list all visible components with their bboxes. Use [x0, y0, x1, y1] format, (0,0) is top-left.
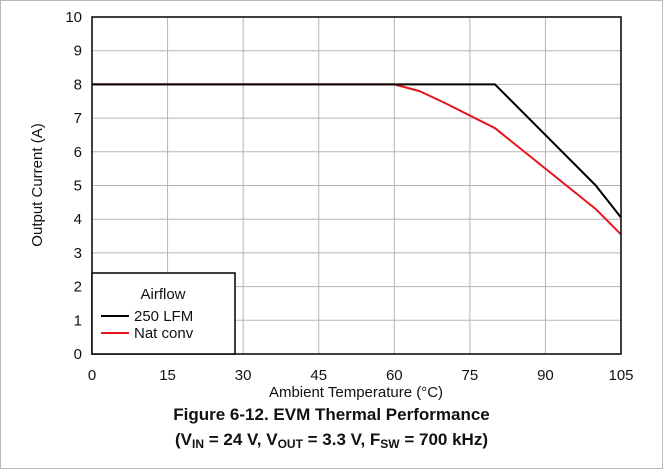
series-line-nat-conv	[92, 83, 622, 236]
y-tick-label: 3	[74, 245, 82, 262]
series-line-250-lfm	[92, 83, 622, 219]
x-axis-label: Ambient Temperature (°C)	[269, 384, 443, 400]
y-tick-label: 9	[74, 43, 82, 60]
y-tick-label: 2	[74, 279, 82, 296]
legend-label-nat-conv: Nat conv	[134, 325, 194, 342]
x-tick-label: 15	[159, 367, 176, 384]
figure-caption-conditions: (VIN = 24 V, VOUT = 3.3 V, FSW = 700 kHz…	[175, 430, 488, 451]
y-tick-label: 6	[74, 144, 82, 161]
y-tick-label: 1	[74, 312, 82, 329]
y-tick-label: 4	[74, 211, 82, 228]
y-tick-label: 5	[74, 178, 82, 195]
legend-box	[91, 272, 236, 355]
legend: Airflow 250 LFM Nat conv	[91, 272, 236, 355]
figure-caption-title: Figure 6-12. EVM Thermal Performance	[173, 405, 490, 424]
x-tick-label: 90	[537, 367, 554, 384]
legend-label-250-lfm: 250 LFM	[134, 308, 193, 325]
x-tick-label: 75	[462, 367, 479, 384]
x-tick-label: 0	[88, 367, 96, 384]
y-axis-label: Output Current (A)	[29, 123, 46, 246]
y-tick-label: 10	[65, 9, 82, 26]
x-tick-label: 30	[235, 367, 252, 384]
legend-title: Airflow	[140, 286, 185, 303]
plot-area-border	[91, 16, 622, 355]
x-tick-label: 105	[608, 367, 633, 384]
x-tick-label: 60	[386, 367, 403, 384]
y-tick-label: 7	[74, 110, 82, 127]
x-tick-label: 45	[310, 367, 327, 384]
y-tick-label: 8	[74, 76, 82, 93]
y-tick-label: 0	[74, 346, 82, 363]
